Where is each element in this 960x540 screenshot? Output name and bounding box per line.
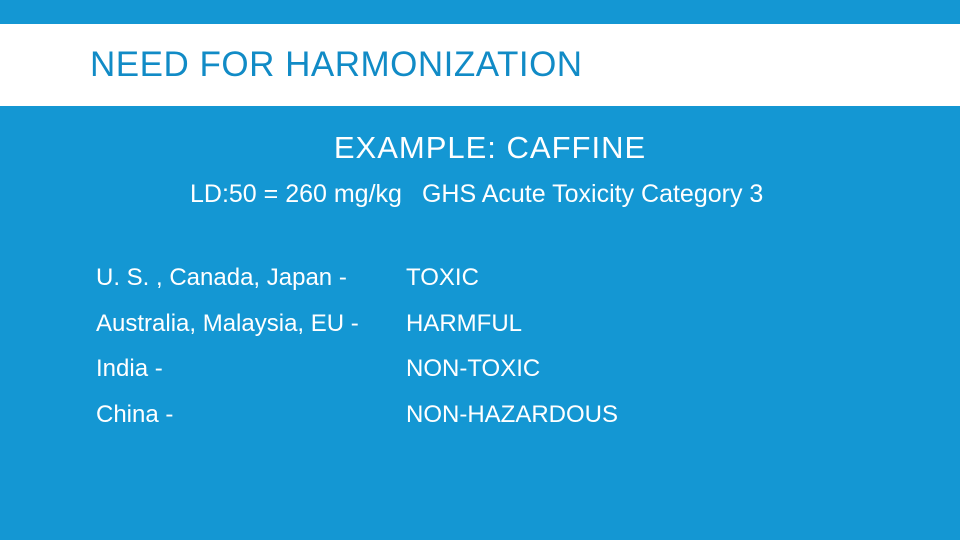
ghs-category: GHS Acute Toxicity Category 3 bbox=[422, 180, 763, 208]
subheading: LD:50 = 260 mg/kg GHS Acute Toxicity Cate… bbox=[190, 180, 890, 209]
classification-cell: HARMFUL bbox=[406, 301, 890, 347]
region-cell: U. S. , Canada, Japan - bbox=[96, 255, 406, 301]
ld50-value: LD:50 = 260 mg/kg bbox=[190, 180, 402, 208]
slide-title: NEED FOR HARMONIZATION bbox=[90, 45, 583, 85]
slide-content: EXAMPLE: CAFFINE LD:50 = 260 mg/kg GHS Ac… bbox=[90, 130, 890, 437]
example-heading: EXAMPLE: CAFFINE bbox=[210, 130, 770, 166]
region-cell: Australia, Malaysia, EU - bbox=[96, 301, 406, 347]
classification-table: U. S. , Canada, Japan - TOXIC Australia,… bbox=[96, 255, 890, 437]
region-cell: China - bbox=[96, 392, 406, 438]
classification-cell: TOXIC bbox=[406, 255, 890, 301]
title-band: NEED FOR HARMONIZATION bbox=[0, 24, 960, 106]
table-row: India - NON-TOXIC bbox=[96, 346, 890, 392]
table-row: Australia, Malaysia, EU - HARMFUL bbox=[96, 301, 890, 347]
classification-cell: NON-TOXIC bbox=[406, 346, 890, 392]
table-row: U. S. , Canada, Japan - TOXIC bbox=[96, 255, 890, 301]
table-row: China - NON-HAZARDOUS bbox=[96, 392, 890, 438]
slide: NEED FOR HARMONIZATION EXAMPLE: CAFFINE … bbox=[0, 0, 960, 540]
classification-cell: NON-HAZARDOUS bbox=[406, 392, 890, 438]
region-cell: India - bbox=[96, 346, 406, 392]
